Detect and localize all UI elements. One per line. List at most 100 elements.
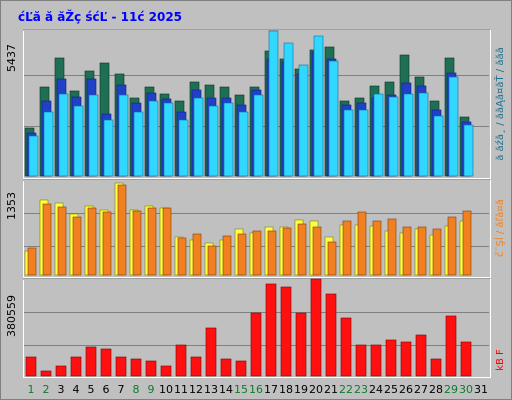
bar-kbytes-day-20 [310, 278, 322, 377]
bar-sites-day-8 [132, 210, 142, 276]
bar-sites-day-13 [207, 245, 217, 276]
bar-hits-day-14 [223, 102, 234, 177]
bar-sites-day-30 [462, 210, 472, 276]
x-tick-label-1: 1 [28, 383, 35, 396]
x-tick-label-11: 11 [174, 383, 188, 396]
x-tick-label-3: 3 [58, 383, 65, 396]
bar-hits-day-15 [238, 111, 249, 177]
bar-hits-day-2 [43, 111, 54, 177]
x-tick-label-23: 23 [354, 383, 368, 396]
bar-hits-day-8 [133, 111, 144, 177]
x-tick-label-6: 6 [103, 383, 110, 396]
x-tick-label-14: 14 [219, 383, 233, 396]
bar-kbytes-day-25 [385, 339, 397, 377]
bar-hits-day-25 [388, 96, 399, 177]
bar-hits-day-22 [343, 109, 354, 177]
bar-sites-day-25 [387, 218, 397, 276]
bar-kbytes-day-19 [295, 312, 307, 377]
x-tick-label-27: 27 [414, 383, 428, 396]
bar-kbytes-day-10 [160, 365, 172, 377]
bar-sites-day-12 [192, 233, 202, 276]
bar-hits-day-7 [118, 94, 129, 177]
bar-kbytes-day-2 [40, 370, 52, 377]
x-tick-label-4: 4 [73, 383, 80, 396]
bar-kbytes-day-23 [355, 344, 367, 377]
x-tick-label-31: 31 [474, 383, 488, 396]
bar-sites-day-28 [432, 228, 442, 276]
x-tick-label-21: 21 [324, 383, 338, 396]
bar-sites-day-4 [72, 216, 82, 276]
bar-hits-day-12 [193, 97, 204, 177]
bar-sites-day-23 [357, 211, 367, 276]
bar-sites-day-2 [42, 203, 52, 276]
x-tick-label-17: 17 [264, 383, 278, 396]
x-tick-label-30: 30 [459, 383, 473, 396]
bar-hits-day-4 [73, 105, 84, 177]
bar-kbytes-day-30 [460, 341, 472, 377]
bar-kbytes-day-16 [250, 312, 262, 377]
bar-sites-day-9 [147, 207, 157, 276]
bar-kbytes-day-5 [85, 346, 97, 377]
bar-kbytes-day-7 [115, 356, 127, 377]
x-tick-label-19: 19 [294, 383, 308, 396]
bar-sites-day-17 [267, 230, 277, 276]
y-axis-label-2: 1353 [5, 192, 18, 220]
legend-1: ă ăźă¸ / ăăĄă¤ăŤ / ăăă [493, 47, 506, 160]
bar-kbytes-day-15 [235, 360, 247, 377]
bar-sites-day-29 [447, 216, 457, 276]
bar-hits-day-3 [58, 93, 69, 177]
x-tick-label-29: 29 [444, 383, 458, 396]
bar-hits-day-6 [103, 119, 114, 177]
bar-sites-day-20 [312, 226, 322, 276]
bar-sites-day-19 [297, 223, 307, 276]
bar-sites-day-7 [117, 184, 127, 276]
bar-kbytes-day-14 [220, 358, 232, 377]
bar-hits-day-28 [433, 115, 444, 177]
bar-kbytes-day-26 [400, 341, 412, 377]
bar-sites-day-26 [402, 226, 412, 276]
bar-sites-day-22 [342, 220, 352, 276]
bar-sites-day-16 [252, 230, 262, 276]
bar-kbytes-day-3 [55, 365, 67, 377]
bar-hits-day-20 [313, 35, 324, 177]
x-tick-label-22: 22 [339, 383, 353, 396]
x-tick-label-18: 18 [279, 383, 293, 396]
x-tick-label-15: 15 [234, 383, 248, 396]
x-tick-label-8: 8 [133, 383, 140, 396]
bar-hits-day-5 [88, 94, 99, 177]
bar-hits-day-18 [283, 42, 294, 177]
bar-kbytes-day-4 [70, 356, 82, 377]
bar-hits-day-17 [268, 30, 279, 177]
chart-title: ćĽă ă ăŽç śćĽ - 11ć 2025 [18, 9, 182, 24]
bar-sites-day-14 [222, 235, 232, 276]
bar-sites-day-1 [27, 247, 37, 276]
bar-hits-day-21 [328, 60, 339, 177]
bar-hits-day-13 [208, 105, 219, 177]
bar-sites-day-3 [57, 206, 67, 276]
y-axis-label-1: 5437 [5, 44, 18, 72]
x-tick-label-24: 24 [369, 383, 383, 396]
bar-sites-day-11 [177, 237, 187, 276]
x-tick-label-28: 28 [429, 383, 443, 396]
bar-kbytes-day-9 [145, 360, 157, 377]
bar-sites-day-21 [327, 241, 337, 276]
bar-hits-day-9 [148, 100, 159, 177]
x-tick-label-5: 5 [88, 383, 95, 396]
bar-hits-day-1 [28, 135, 39, 177]
bar-kbytes-day-8 [130, 358, 142, 377]
bar-hits-day-26 [403, 93, 414, 177]
bar-kbytes-day-29 [445, 315, 457, 377]
bar-kbytes-day-21 [325, 293, 337, 377]
bar-sites-day-10 [162, 207, 172, 276]
bar-hits-day-10 [163, 102, 174, 177]
bar-kbytes-day-6 [100, 348, 112, 377]
bar-kbytes-day-18 [280, 286, 292, 377]
x-tick-label-26: 26 [399, 383, 413, 396]
x-tick-label-2: 2 [43, 383, 50, 396]
x-tick-label-16: 16 [249, 383, 263, 396]
bar-sites-day-6 [102, 211, 112, 276]
bar-kbytes-day-1 [25, 356, 37, 377]
bar-hits-day-19 [298, 64, 309, 177]
